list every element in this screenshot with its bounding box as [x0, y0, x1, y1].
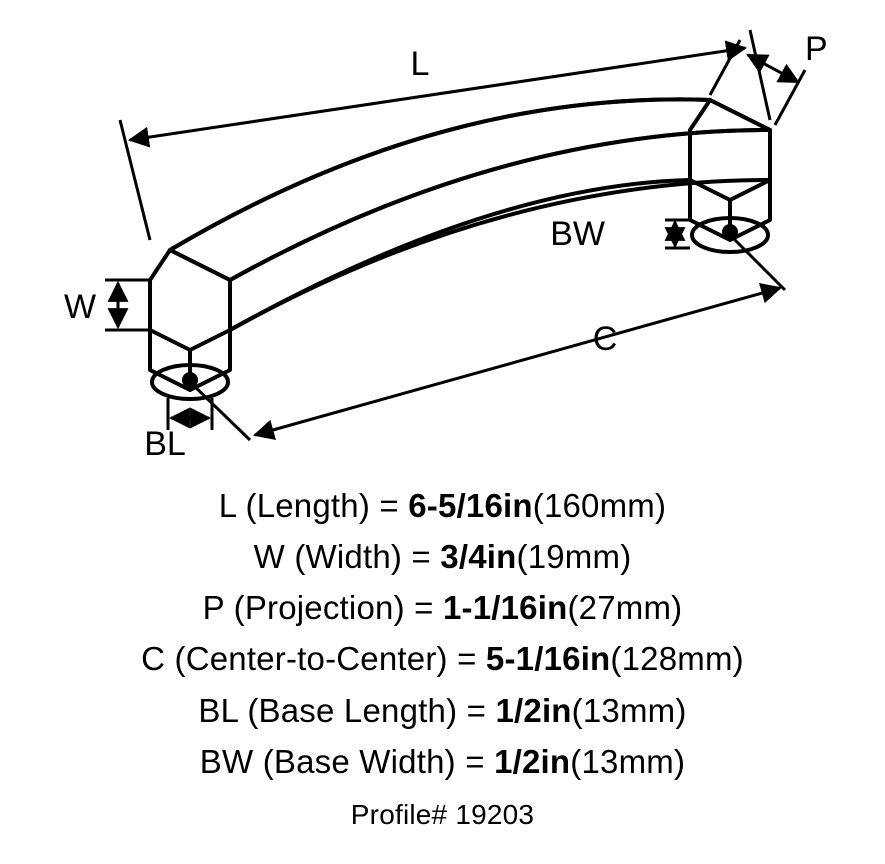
spec-value-in: 1/2in: [495, 692, 571, 729]
handle-diagram: L P BW C W BL: [50, 10, 830, 460]
label-P: P: [805, 30, 828, 68]
spec-value-in: 1-1/16in: [443, 589, 568, 626]
label-BW: BW: [550, 215, 605, 253]
figure-stage: L P BW C W BL L (Length) = 6-5/16in(160m…: [0, 0, 885, 864]
spec-value-mm: (13mm): [572, 692, 687, 729]
spec-value-in: 5-1/16in: [486, 640, 611, 677]
spec-value-mm: (19mm): [516, 538, 631, 575]
spec-lead: C (Center-to-Center) =: [141, 640, 486, 677]
spec-lead: L (Length) =: [219, 487, 408, 524]
label-W: W: [64, 288, 96, 326]
spec-value-in: 1/2in: [494, 743, 570, 780]
spec-row: P (Projection) = 1-1/16in(27mm): [0, 582, 885, 633]
spec-lead: BW (Base Width) =: [200, 743, 494, 780]
spec-row: L (Length) = 6-5/16in(160mm): [0, 480, 885, 531]
spec-row: W (Width) = 3/4in(19mm): [0, 531, 885, 582]
spec-value-in: 6-5/16in: [408, 487, 533, 524]
profile-line: Profile# 19203: [0, 793, 885, 836]
spec-value-in: 3/4in: [440, 538, 516, 575]
spec-value-mm: (13mm): [570, 743, 685, 780]
label-C: C: [593, 320, 618, 358]
spec-row: BL (Base Length) = 1/2in(13mm): [0, 685, 885, 736]
label-L: L: [411, 45, 430, 83]
spec-lead: BL (Base Length) =: [198, 692, 495, 729]
profile-label: Profile#: [351, 799, 448, 830]
spec-value-mm: (160mm): [533, 487, 666, 524]
profile-number: 19203: [455, 799, 534, 830]
spec-list: L (Length) = 6-5/16in(160mm) W (Width) =…: [0, 480, 885, 836]
label-BL: BL: [144, 425, 186, 460]
spec-row: C (Center-to-Center) = 5-1/16in(128mm): [0, 633, 885, 684]
spec-value-mm: (128mm): [610, 640, 743, 677]
diagram-svg: L P BW C W BL: [50, 10, 830, 460]
spec-value-mm: (27mm): [567, 589, 682, 626]
spec-row: BW (Base Width) = 1/2in(13mm): [0, 736, 885, 787]
spec-lead: W (Width) =: [254, 538, 441, 575]
spec-lead: P (Projection) =: [203, 589, 443, 626]
